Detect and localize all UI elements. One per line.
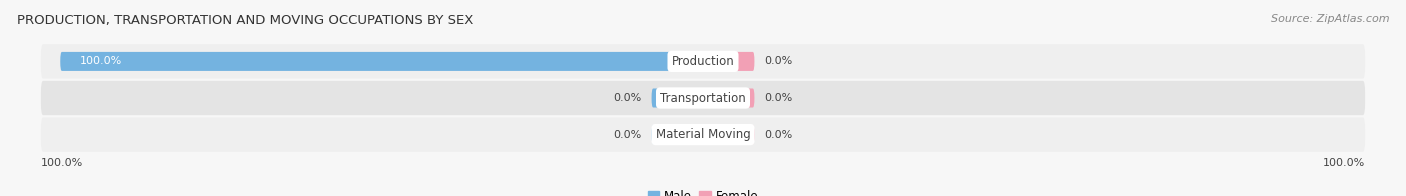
Text: Material Moving: Material Moving xyxy=(655,128,751,141)
Text: PRODUCTION, TRANSPORTATION AND MOVING OCCUPATIONS BY SEX: PRODUCTION, TRANSPORTATION AND MOVING OC… xyxy=(17,14,474,27)
Text: Source: ZipAtlas.com: Source: ZipAtlas.com xyxy=(1271,14,1389,24)
Text: 0.0%: 0.0% xyxy=(763,56,793,66)
FancyBboxPatch shape xyxy=(703,88,755,108)
Text: 0.0%: 0.0% xyxy=(763,130,793,140)
FancyBboxPatch shape xyxy=(60,52,703,71)
FancyBboxPatch shape xyxy=(41,44,1365,79)
FancyBboxPatch shape xyxy=(41,81,1365,115)
Text: Production: Production xyxy=(672,55,734,68)
Legend: Male, Female: Male, Female xyxy=(643,185,763,196)
Text: 100.0%: 100.0% xyxy=(1323,158,1365,168)
FancyBboxPatch shape xyxy=(41,117,1365,152)
Text: Transportation: Transportation xyxy=(661,92,745,104)
Text: 0.0%: 0.0% xyxy=(613,93,643,103)
FancyBboxPatch shape xyxy=(651,125,703,144)
FancyBboxPatch shape xyxy=(703,125,755,144)
FancyBboxPatch shape xyxy=(651,88,703,108)
Text: 0.0%: 0.0% xyxy=(613,130,643,140)
Text: 100.0%: 100.0% xyxy=(41,158,83,168)
Text: 100.0%: 100.0% xyxy=(80,56,122,66)
FancyBboxPatch shape xyxy=(703,52,755,71)
Text: 0.0%: 0.0% xyxy=(763,93,793,103)
